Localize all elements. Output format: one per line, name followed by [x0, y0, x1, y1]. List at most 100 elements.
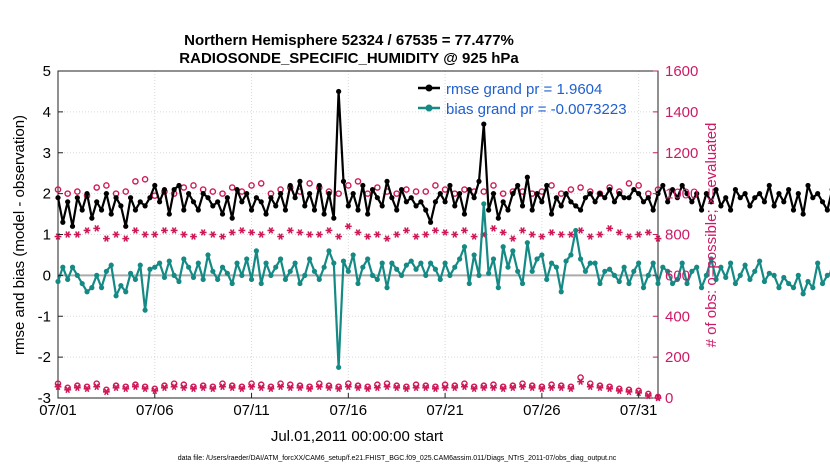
- rmse-point: [336, 88, 342, 95]
- bias-point: [316, 276, 322, 283]
- y-tick-label-left: -1: [38, 308, 51, 325]
- evaluated-obs-point: [161, 384, 168, 392]
- possible-obs-point: [548, 182, 555, 189]
- possible-obs-point: [180, 184, 188, 191]
- possible-obs-point: [257, 180, 265, 187]
- evaluated-obs-point: [470, 385, 478, 393]
- evaluated-obs-point: [83, 385, 91, 393]
- bias-point: [515, 268, 521, 274]
- bias-point: [616, 278, 622, 285]
- evaluated-obs-point: [528, 231, 536, 238]
- evaluated-obs-stroke: [558, 384, 564, 392]
- evaluated-obs-point: [451, 231, 459, 238]
- bias-point: [757, 258, 763, 264]
- rmse-point: [558, 203, 564, 209]
- evaluated-obs-point: [606, 225, 614, 232]
- evaluated-obs-point: [335, 233, 343, 240]
- evaluated-obs-stroke: [210, 231, 216, 238]
- y-axis-label-left: rmse and bias (model - observation): [11, 115, 28, 355]
- evaluated-obs-point: [557, 231, 565, 238]
- chart-title-line-1: Northern Hemisphere 52324 / 67535 = 77.4…: [184, 32, 514, 49]
- evaluated-obs-stroke: [491, 384, 496, 392]
- evaluated-obs-point: [509, 235, 517, 242]
- evaluated-obs-point: [596, 384, 604, 392]
- possible-obs-point: [345, 182, 352, 189]
- bias-point: [810, 285, 816, 291]
- bias-point: [723, 274, 729, 281]
- bias-point: [471, 252, 477, 258]
- rmse-line: [56, 90, 830, 228]
- bias-point: [408, 258, 414, 264]
- y-tick-label-right: 400: [665, 308, 690, 325]
- bias-point: [747, 276, 753, 283]
- rmse-point: [563, 191, 569, 197]
- evaluated-obs-stroke: [549, 384, 554, 392]
- bias-point: [519, 280, 526, 287]
- bias-point: [461, 244, 468, 250]
- rmse-point: [94, 199, 100, 205]
- evaluated-obs-point: [538, 233, 546, 240]
- bias-point: [248, 276, 255, 283]
- bias-point: [423, 272, 429, 278]
- y-tick-label-right: 1200: [665, 145, 698, 162]
- evaluated-obs-stroke: [578, 378, 583, 385]
- evaluated-obs-point: [586, 383, 594, 391]
- bias-point: [152, 264, 158, 270]
- evaluated-obs-point: [219, 233, 226, 240]
- evaluated-obs-stroke: [375, 231, 380, 238]
- bias-point: [79, 280, 85, 287]
- y-tick-labels-left: -3 -2 -1 0 1 2 3 4 5: [38, 63, 63, 407]
- evaluated-obs-stroke: [142, 385, 148, 393]
- bias-point: [65, 276, 71, 283]
- evaluated-obs-point: [422, 231, 430, 238]
- rmse-point: [776, 191, 782, 197]
- evaluated-obs-point: [248, 229, 255, 236]
- bias-point: [607, 266, 613, 272]
- rmse-point: [611, 199, 618, 205]
- rmse-point: [815, 191, 821, 197]
- evaluated-obs-point: [132, 383, 139, 391]
- evaluated-obs-stroke: [452, 384, 458, 392]
- bias-point: [389, 260, 395, 266]
- evaluated-obs-point: [102, 235, 110, 242]
- bias-point: [147, 266, 153, 272]
- rmse-point: [311, 207, 318, 213]
- evaluated-obs-stroke: [133, 383, 138, 391]
- bias-point: [123, 289, 129, 295]
- possible-obs-point: [335, 190, 342, 197]
- evaluated-obs-point: [228, 229, 236, 236]
- bias-point: [640, 285, 647, 291]
- bias-point: [621, 264, 627, 270]
- evaluated-obs-point: [373, 384, 381, 392]
- bias-point: [737, 272, 743, 278]
- rmse-point: [118, 203, 124, 209]
- evaluated-obs-stroke: [84, 227, 90, 234]
- evaluated-obs-point: [161, 227, 168, 234]
- rmse-point: [103, 191, 109, 197]
- bias-point: [340, 258, 347, 264]
- rmse-point: [273, 203, 279, 209]
- evaluated-obs-point: [412, 233, 420, 240]
- rmse-point: [490, 191, 497, 197]
- evaluated-obs-stroke: [278, 383, 283, 391]
- rmse-point: [326, 191, 332, 197]
- rmse-point: [607, 186, 613, 193]
- bias-point: [481, 201, 487, 207]
- rmse-point: [669, 186, 676, 193]
- evaluated-obs-stroke: [326, 384, 332, 392]
- bias-point: [127, 270, 134, 276]
- evaluated-obs-point: [383, 383, 391, 391]
- evaluated-obs-stroke: [520, 227, 525, 234]
- evaluated-obs-point: [286, 384, 294, 392]
- y-tick-label-left: -2: [38, 349, 51, 366]
- rmse-point: [69, 223, 76, 229]
- data-file-footnote: data file: /Users/raeder/DAI/ATM_forcXX/…: [178, 455, 617, 462]
- rmse-point: [89, 215, 95, 221]
- evaluated-obs-stroke: [162, 227, 167, 234]
- rmse-point: [302, 203, 308, 209]
- evaluated-obs-point: [277, 383, 284, 391]
- rmse-point: [123, 223, 129, 229]
- bias-point: [824, 272, 830, 278]
- evaluated-obs-point: [625, 388, 633, 396]
- evaluated-obs-point: [373, 231, 381, 238]
